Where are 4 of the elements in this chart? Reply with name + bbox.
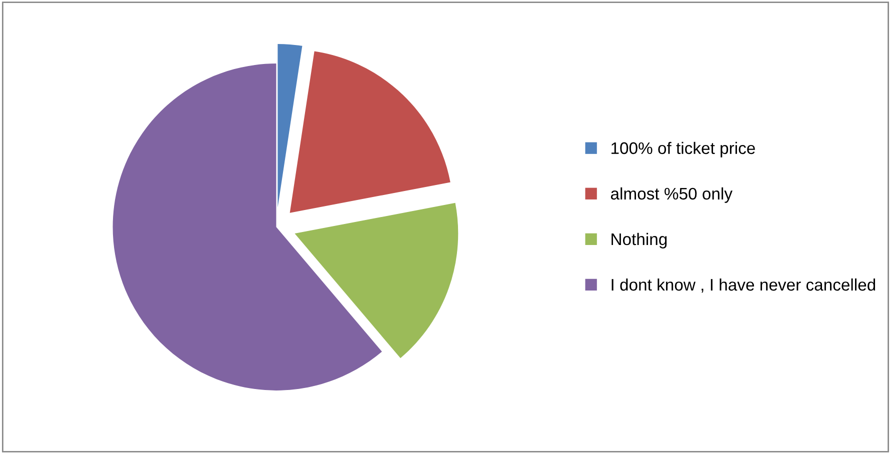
legend-label: almost %50 only (610, 187, 732, 203)
legend-label: 100% of ticket price (612, 142, 755, 158)
legend-label: I dont know , I have never cancelled (612, 278, 876, 293)
legend-label: Nothing (612, 232, 667, 248)
